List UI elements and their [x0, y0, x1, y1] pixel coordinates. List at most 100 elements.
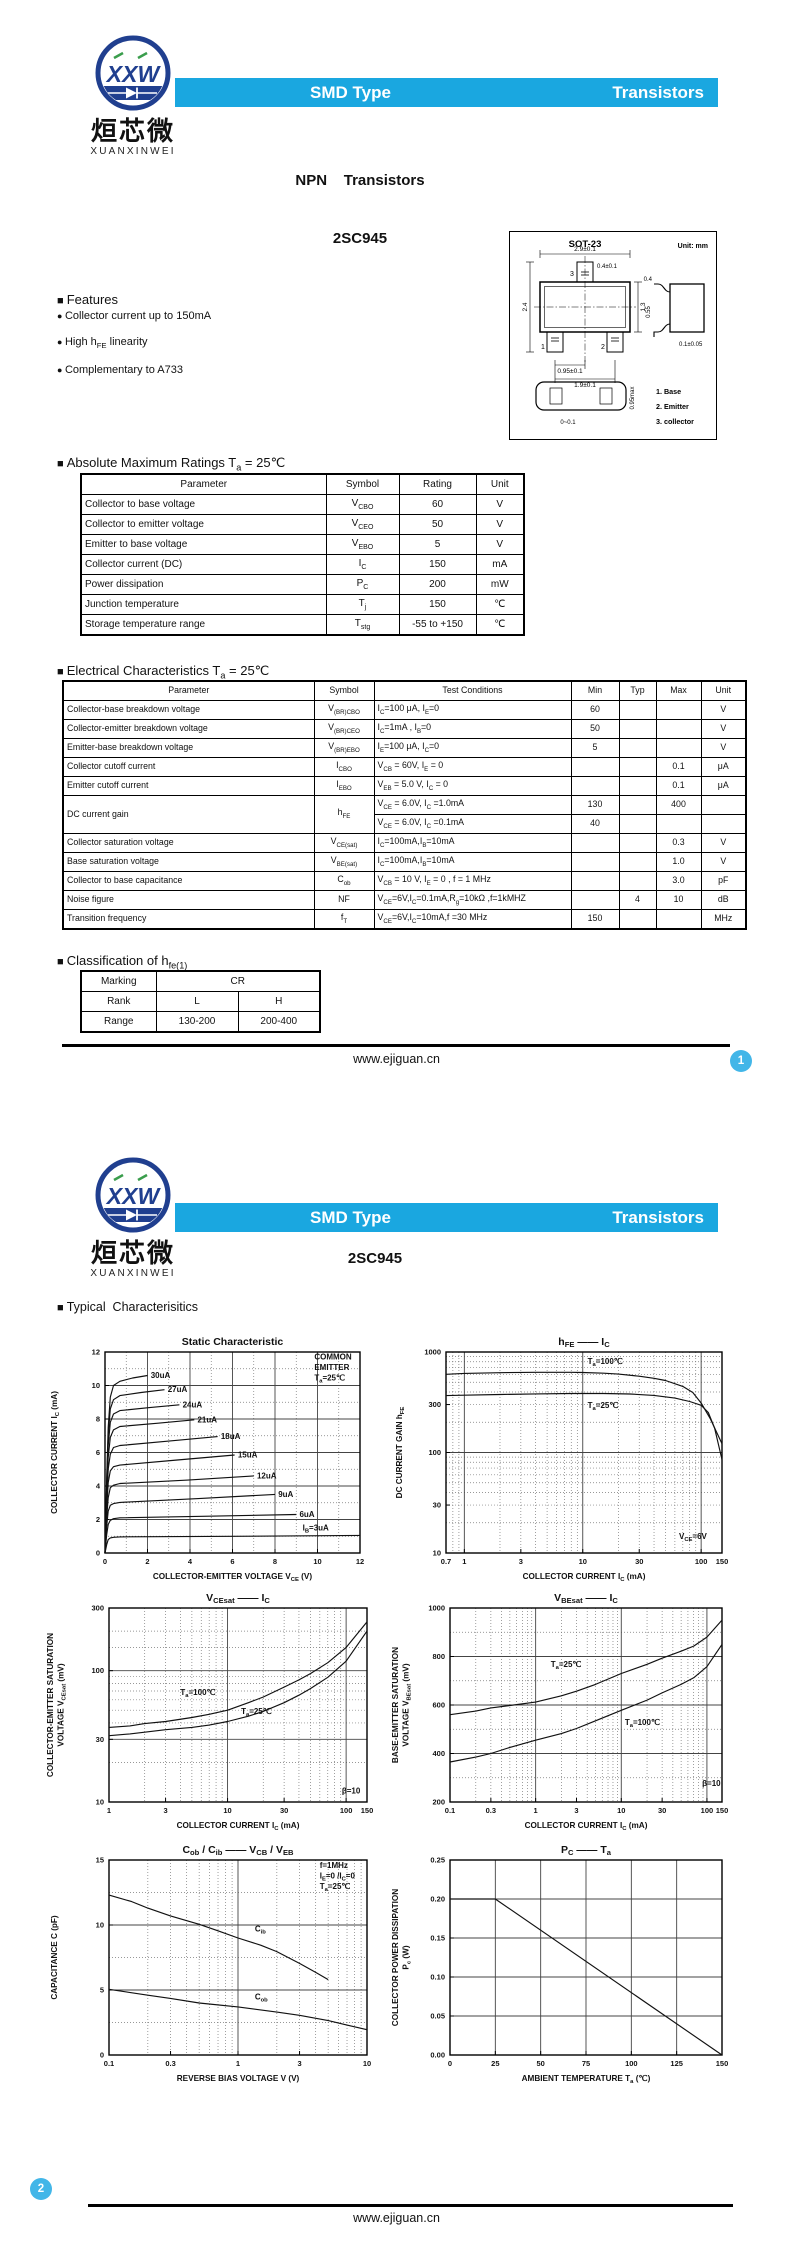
table-cell: Tstg [325, 614, 400, 636]
footer-url: www.ejiguan.cn [353, 2211, 440, 2225]
svg-text:30uA: 30uA [151, 1371, 171, 1380]
svg-text:27uA: 27uA [168, 1385, 188, 1394]
brand-logo: XXW 烜芯微 XUANXINWEI [75, 1156, 191, 1279]
column-header: Typ [618, 680, 657, 701]
svg-text:1: 1 [236, 2059, 240, 2068]
svg-text:0.3: 0.3 [165, 2059, 175, 2068]
svg-text:0.10: 0.10 [430, 1973, 445, 1982]
table-cell [618, 909, 657, 930]
column-header: Symbol [313, 680, 375, 701]
table-cell: V(BR)EBO [313, 738, 375, 758]
svg-text:COLLECTOR CURRENT IC (mA): COLLECTOR CURRENT IC (mA) [525, 1821, 648, 1832]
svg-text:100: 100 [701, 1806, 714, 1815]
table-cell [655, 814, 702, 834]
logo-monogram: XXW [105, 1183, 162, 1209]
table-row: Collector current (DC) IC 150 mA [80, 554, 525, 575]
abs-max-table: Parameter Symbol Rating Unit Collector to ba… [80, 473, 525, 636]
svg-text:Ta=100℃: Ta=100℃ [625, 1718, 660, 1729]
brand-name-cn: 烜芯微 [90, 1238, 175, 1268]
footer-rule [62, 1044, 730, 1047]
column-header: Parameter [80, 473, 327, 495]
table-cell: V(BR)CBO [313, 700, 375, 720]
svg-text:CAPACITANCE C (pF): CAPACITANCE C (pF) [50, 1915, 59, 2000]
svg-text:VOLTAGE VCEsat (mV): VOLTAGE VCEsat (mV) [57, 1663, 68, 1747]
table-cell: V(BR)CEO [313, 719, 375, 739]
svg-text:150: 150 [716, 1806, 729, 1815]
svg-text:0: 0 [100, 2051, 104, 2060]
table-cell: ℃ [475, 614, 525, 636]
svg-text:200: 200 [432, 1798, 445, 1807]
svg-text:10: 10 [433, 1549, 441, 1558]
table-cell [570, 776, 620, 796]
pad-number-1: 1 [541, 344, 545, 351]
typical-characteristics-heading: Typical Characterisitics [57, 1300, 198, 1314]
dim-lead-thickness: 0.1±0.05 [679, 342, 703, 348]
svg-text:1: 1 [462, 1557, 466, 1566]
table-cell: 200-400 [237, 1011, 321, 1033]
table-cell: ICBO [313, 757, 375, 777]
table-cell [570, 890, 620, 910]
svg-text:100: 100 [695, 1557, 708, 1566]
svg-text:DC CURRENT GAIN hFE: DC CURRENT GAIN hFE [395, 1407, 406, 1499]
table-cell: mA [475, 554, 525, 575]
column-header: Test Conditions [373, 680, 572, 701]
svg-text:30: 30 [280, 1806, 288, 1815]
column-header: Min [570, 680, 620, 701]
pad-number-2: 2 [601, 344, 605, 351]
table-cell: Collector to emitter voltage [80, 514, 327, 535]
table-cell [570, 852, 620, 872]
svg-text:Static Characteristic: Static Characteristic [182, 1336, 284, 1348]
svg-text:PC —— Ta: PC —— Ta [561, 1844, 612, 1857]
table-cell: Tj [325, 594, 400, 615]
features-heading: Features [57, 292, 118, 307]
table-cell [618, 795, 657, 815]
svg-text:VBEsat —— IC: VBEsat —— IC [554, 1592, 618, 1605]
table-cell [655, 719, 702, 739]
svg-text:30: 30 [658, 1806, 666, 1815]
diode-band-icon [101, 86, 165, 100]
table-cell: 400 [655, 795, 702, 815]
table-cell: IE=100 μA, IC=0 [373, 738, 572, 758]
table-cell: 60 [570, 700, 620, 720]
table-cell: Collector-base breakdown voltage [62, 700, 315, 720]
svg-text:50: 50 [536, 2059, 544, 2068]
table-cell: Collector saturation voltage [62, 833, 315, 853]
column-header: Unit [475, 473, 525, 495]
svg-text:0.1: 0.1 [104, 2059, 114, 2068]
classification-table: Marking CR Rank L H Range 130-200 200-400 [80, 970, 322, 1033]
svg-text:12: 12 [356, 1557, 364, 1566]
elec-char-heading: Electrical Characteristics Ta = 25℃ [57, 663, 270, 681]
table-cell [618, 814, 657, 834]
svg-text:0: 0 [96, 1549, 100, 1558]
table-cell: VCEO [325, 514, 400, 535]
table-cell: 130 [570, 795, 620, 815]
svg-text:10: 10 [313, 1557, 321, 1566]
table-cell: hFE [313, 795, 375, 834]
column-header: Max [655, 680, 702, 701]
column-header: Unit [700, 680, 747, 701]
table-cell: 50 [570, 719, 620, 739]
table-cell: 4 [618, 890, 657, 910]
table-cell: Emitter-base breakdown voltage [62, 738, 315, 758]
svg-text:hFE —— IC: hFE —— IC [558, 1336, 610, 1349]
table-cell: VCE = 6.0V, IC =0.1mA [373, 814, 572, 834]
table-cell [570, 871, 620, 891]
table-cell [655, 700, 702, 720]
table-cell: V [700, 833, 747, 853]
svg-text:400: 400 [432, 1749, 445, 1758]
svg-text:10: 10 [92, 1381, 100, 1390]
svg-text:0: 0 [103, 1557, 107, 1566]
table-cell: Junction temperature [80, 594, 327, 615]
svg-text:100: 100 [340, 1806, 353, 1815]
table-row: Emitter to base voltage VEBO 5 V [80, 534, 525, 555]
svg-text:COLLECTOR CURRENT IC (mA): COLLECTOR CURRENT IC (mA) [177, 1821, 300, 1832]
table-cell [618, 776, 657, 796]
table-cell: VCE(sat) [313, 833, 375, 853]
svg-text:0.00: 0.00 [430, 2051, 445, 2060]
dim-body-width: 2.9±0.1 [574, 246, 596, 253]
table-cell: IC [325, 554, 400, 575]
table-cell: μA [700, 757, 747, 777]
svg-text:Ta=25℃: Ta=25℃ [588, 1401, 619, 1412]
svg-text:10: 10 [617, 1806, 625, 1815]
table-row: Emitter-base breakdown voltage V(BR)EBO IE… [62, 738, 747, 758]
